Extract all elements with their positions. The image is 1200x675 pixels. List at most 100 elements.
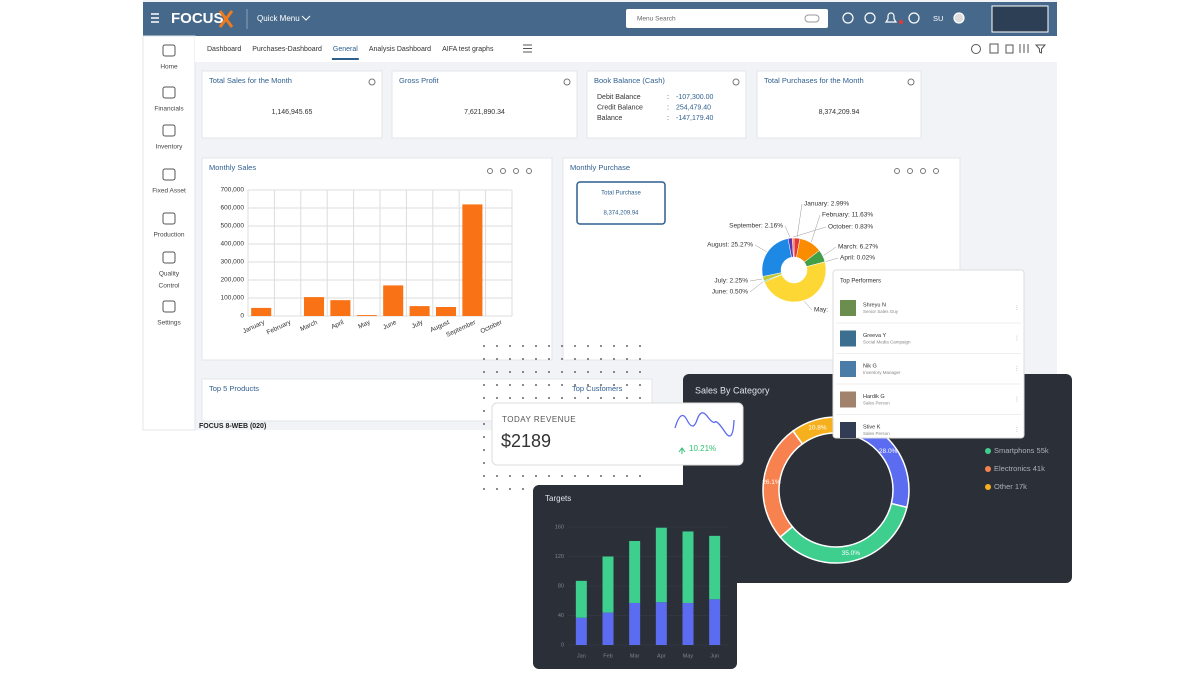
person-role: Inventory Manager (863, 370, 901, 375)
dot (535, 384, 537, 386)
tab[interactable]: Purchases-Dashboard (252, 46, 322, 53)
x-tick-label: May (357, 319, 372, 331)
refresh-icon (907, 78, 915, 86)
legend-label: Smartphons 55k (994, 446, 1049, 455)
nav-label: Inventory (156, 144, 183, 151)
kpi-title: Gross Profit (399, 76, 440, 85)
kpi-card (201, 70, 383, 139)
x-tick-label: Mar (630, 653, 640, 659)
bar (383, 285, 404, 316)
dot (496, 397, 498, 399)
dot (548, 475, 550, 477)
dot (548, 384, 550, 386)
x-tick-label: Jun (710, 653, 719, 659)
avatar (840, 300, 856, 316)
summary-box (576, 181, 666, 225)
dot (600, 358, 602, 360)
summary-title: Total Purchase (601, 191, 641, 197)
dot (600, 384, 602, 386)
header-icons[interactable] (842, 12, 965, 24)
bar-segment (602, 556, 614, 613)
kpi-title: Total Sales for the Month (209, 76, 292, 85)
dot (587, 371, 589, 373)
nav-icon (162, 124, 176, 137)
dot (639, 475, 641, 477)
y-tick-label: 100,000 (221, 295, 245, 302)
dot (483, 371, 485, 373)
dot (574, 345, 576, 347)
bar (409, 306, 430, 316)
person-name: Hardik G (863, 394, 885, 400)
card-tool (907, 168, 913, 174)
sidebar (142, 35, 196, 431)
dot (561, 371, 563, 373)
dot (587, 397, 589, 399)
menu-icon[interactable] (151, 13, 159, 23)
dot (613, 384, 615, 386)
kpi-value: 8,374,209.94 (819, 109, 860, 116)
tab[interactable]: AIFA test graphs (442, 46, 494, 53)
tab[interactable]: Analysis Dashboard (369, 46, 431, 53)
avatar (840, 361, 856, 377)
bar-segment (682, 602, 694, 645)
refresh-icon (563, 78, 571, 86)
dot (483, 475, 485, 477)
nav-label: Financials (154, 106, 184, 113)
revenue-change: 10.21% (689, 444, 716, 453)
dot (483, 488, 485, 490)
dot (639, 384, 641, 386)
dot (626, 384, 628, 386)
bar (303, 297, 325, 316)
leader (749, 281, 764, 293)
person-role: Social Media Campaign (863, 340, 911, 345)
summary-value: 8,374,209.94 (603, 211, 639, 217)
dot (613, 397, 615, 399)
person-name: Greeva Y (863, 333, 886, 339)
dot (509, 384, 511, 386)
search-box[interactable] (626, 9, 828, 28)
y-tick-label: 300,000 (221, 259, 245, 266)
dot (522, 384, 524, 386)
bar (462, 204, 483, 316)
tabs-menu[interactable] (523, 44, 532, 53)
y-tick-label: 160 (555, 524, 564, 530)
bar-segment (602, 612, 614, 645)
card-title: Sales By Category (695, 385, 770, 395)
tab-actions[interactable] (971, 43, 1047, 54)
dot (535, 345, 537, 347)
dot (626, 475, 628, 477)
dot (639, 358, 641, 360)
dot (587, 345, 589, 347)
legend-label: Other 17k (994, 482, 1027, 491)
x-tick-label: May (683, 653, 694, 659)
more-menu: ⋮ (1014, 305, 1020, 312)
dot (613, 475, 615, 477)
person-role: Sales Person (863, 431, 890, 436)
brand: FOCUS (171, 10, 224, 27)
dot (626, 371, 628, 373)
tab[interactable]: Dashboard (207, 46, 241, 53)
dot (587, 384, 589, 386)
nav-icon (162, 251, 176, 264)
nav-label: Quality (159, 271, 180, 278)
legend-swatch (985, 484, 991, 490)
kpi-row-value: -147,179.40 (676, 115, 713, 122)
bar-segment (629, 541, 641, 603)
kpi-row-sep: : (667, 115, 669, 122)
tab[interactable]: General (333, 46, 358, 53)
refresh-icon (368, 78, 376, 86)
nav-icon (162, 86, 176, 99)
kpi-card (756, 70, 922, 139)
toggle[interactable] (804, 14, 820, 23)
card-title: Monthly Sales (209, 163, 256, 172)
y-tick-label: 40 (558, 613, 564, 619)
dot (483, 436, 485, 438)
y-tick-label: 0 (561, 642, 564, 648)
panel-title: Top 5 Products (209, 384, 259, 393)
quick-menu[interactable]: Quick Menu (257, 14, 300, 23)
dot (483, 462, 485, 464)
legend-swatch (985, 466, 991, 472)
kpi-title: Total Purchases for the Month (764, 76, 864, 85)
dot (509, 345, 511, 347)
dot (509, 371, 511, 373)
